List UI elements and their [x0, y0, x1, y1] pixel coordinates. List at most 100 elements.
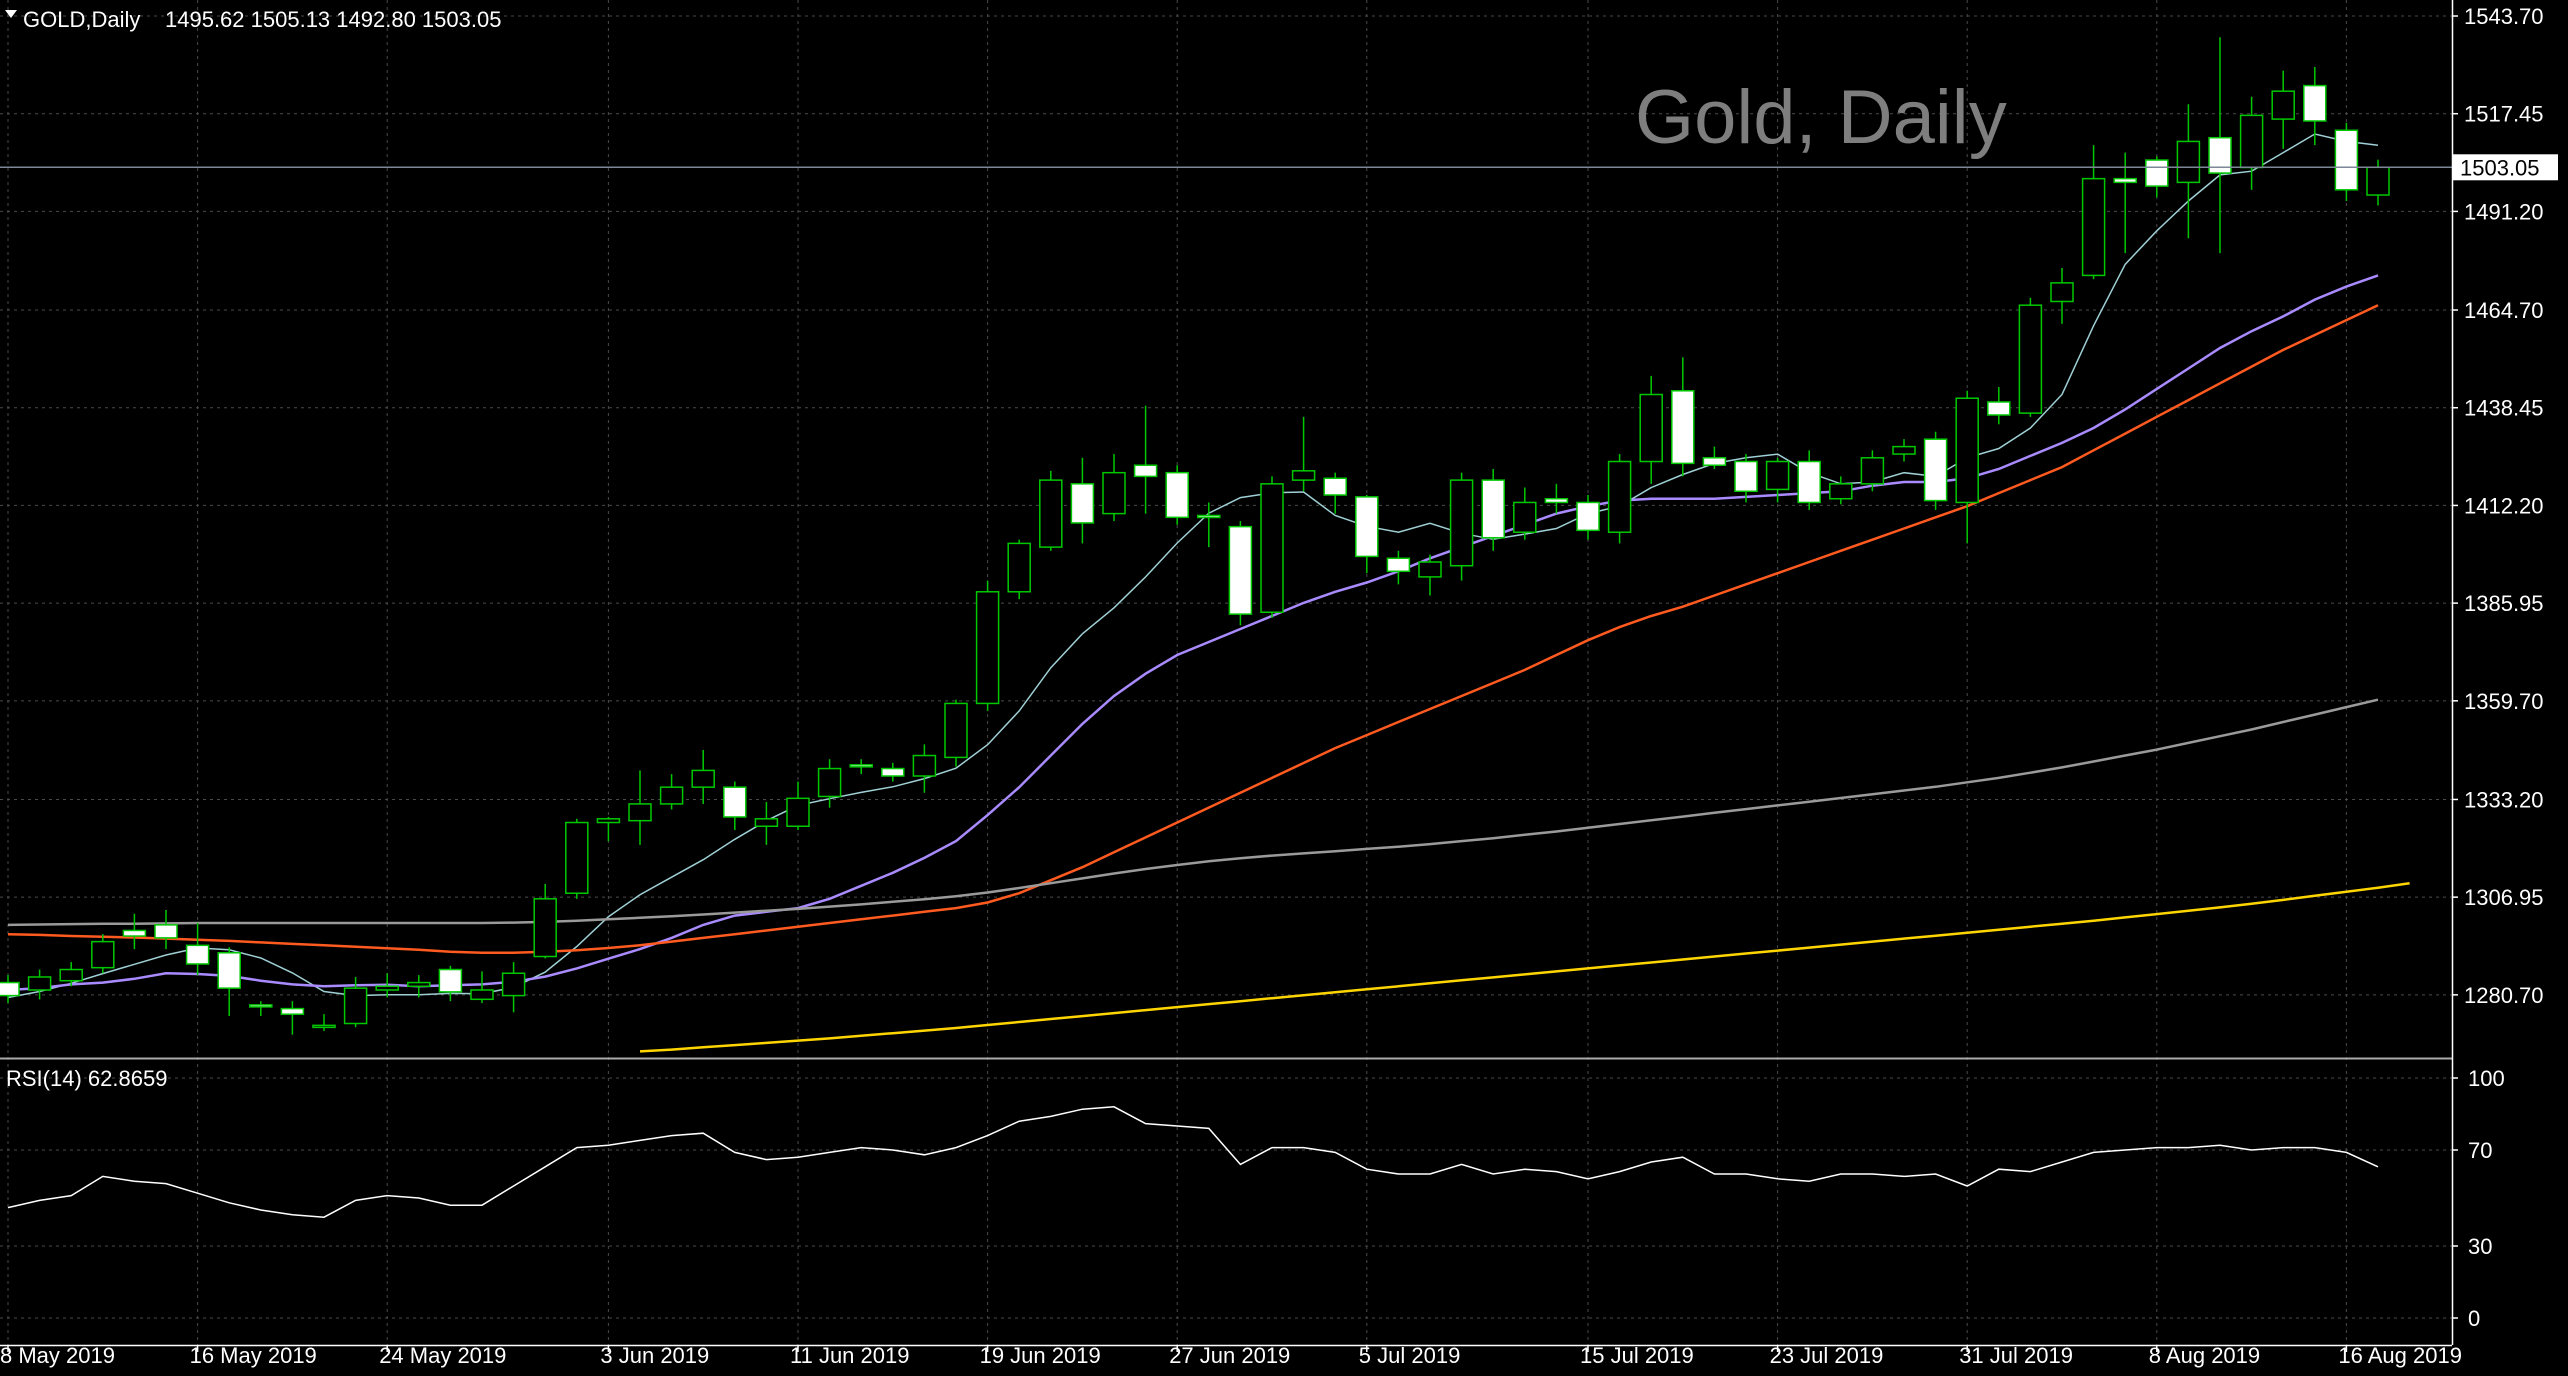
bear-candle — [723, 781, 747, 830]
bear-candle — [217, 947, 241, 1017]
bull-candle — [786, 781, 810, 830]
candle-body — [912, 754, 937, 777]
price-tick-label: 1412.20 — [2464, 493, 2544, 518]
time-tick-label: 31 Jul 2019 — [1959, 1343, 2073, 1368]
bull-candle — [533, 883, 557, 959]
time-tick-label: 16 May 2019 — [190, 1343, 317, 1368]
bull-candle — [1007, 539, 1031, 600]
candle-body — [1133, 464, 1158, 478]
bear-candle — [1323, 472, 1347, 514]
bear-candle — [249, 1001, 273, 1017]
bull-candle — [2018, 297, 2043, 417]
bull-candle — [1607, 454, 1632, 544]
candle-body — [1481, 479, 1505, 539]
candle-body — [1892, 445, 1916, 455]
bear-candle — [2334, 122, 2359, 201]
rsi-tick-label: 0 — [2468, 1306, 2480, 1331]
candle-body — [723, 786, 747, 818]
candle-body — [533, 898, 557, 958]
time-axis[interactable]: 8 May 2019 16 May 2019 24 May 2019 3 Jun 20… — [0, 1343, 2462, 1368]
candle-body — [1607, 460, 1632, 533]
bear-candle — [1228, 521, 1253, 626]
bull-candle — [596, 816, 621, 842]
candle-body — [1260, 483, 1284, 613]
bear-candle — [1386, 550, 1411, 585]
candle-body — [2366, 166, 2390, 196]
price-axis[interactable]: 1543.70 1517.45 1491.20 1464.70 1438.45 1412.… — [2452, 4, 2544, 1008]
bear-candle — [1481, 468, 1505, 551]
candle-body — [1765, 460, 1790, 491]
price-tick-label: 1491.20 — [2464, 199, 2544, 224]
time-tick-label: 24 May 2019 — [379, 1343, 506, 1368]
bear-candle — [122, 913, 147, 950]
candle-body — [754, 818, 779, 827]
bull-candle — [27, 969, 52, 1000]
bull-candle — [1291, 416, 1316, 492]
time-tick-label: 15 Jul 2019 — [1580, 1343, 1694, 1368]
bull-candle — [944, 699, 968, 767]
moving-average-line — [7, 133, 2379, 999]
candle-body — [1702, 457, 1727, 466]
bear-candle — [1671, 357, 1695, 477]
candle-body — [2145, 159, 2169, 187]
bear-candle — [1197, 502, 1221, 548]
price-tick-label: 1306.95 — [2464, 885, 2544, 910]
bull-candle — [975, 580, 1000, 711]
bear-candle — [1702, 446, 1727, 469]
bull-candle — [1449, 472, 1474, 581]
candle-body — [1418, 561, 1442, 578]
current-price-label: 1503.05 — [2460, 155, 2540, 180]
bull-candle — [407, 975, 431, 998]
rsi-tick-label: 100 — [2468, 1066, 2505, 1091]
bull-candle — [501, 962, 526, 1013]
candle-body — [1576, 501, 1600, 532]
price-tick-label: 1464.70 — [2464, 298, 2544, 323]
bear-candle — [1797, 450, 1821, 510]
bull-candle — [1260, 476, 1284, 618]
moving-averages — [7, 133, 2410, 1053]
candle-body — [1449, 479, 1474, 567]
symbol-info: GOLD,Daily — [23, 7, 140, 32]
price-tick-label: 1438.45 — [2464, 396, 2544, 421]
bull-candle — [1513, 487, 1537, 540]
candle-body — [59, 968, 83, 982]
candle-body — [470, 989, 494, 1001]
candle-body — [817, 767, 842, 798]
bull-candle — [1829, 476, 1853, 505]
candle-body — [1513, 501, 1537, 533]
current-price-marker: 1503.05 — [2452, 154, 2558, 181]
time-tick-label: 8 May 2019 — [0, 1343, 115, 1368]
bear-candle — [438, 965, 463, 1002]
price-tick-label: 1517.45 — [2464, 102, 2544, 127]
candle-body — [1829, 483, 1853, 500]
candle-body — [1228, 525, 1253, 615]
bull-candle — [754, 802, 779, 845]
candle-body — [1070, 483, 1095, 524]
bull-candle — [312, 1014, 336, 1031]
bull-candle — [343, 976, 368, 1028]
bull-candle — [1955, 390, 1979, 544]
bull-candle — [912, 744, 937, 793]
moving-average-line — [7, 304, 2379, 955]
moving-average-line — [7, 274, 2379, 992]
collapse-triangle-icon[interactable] — [5, 10, 17, 18]
bear-candle — [154, 909, 178, 950]
candle-body — [881, 767, 905, 777]
candle-body — [944, 702, 968, 759]
candle-body — [312, 1024, 336, 1029]
bear-candle — [0, 975, 20, 1004]
candle-body — [2050, 282, 2074, 303]
ohlc-values: 1495.62 1505.13 1492.80 1503.05 — [165, 7, 501, 32]
rsi-label: RSI(14) 62.8659 — [6, 1066, 167, 1091]
price-tick-label: 1359.70 — [2464, 689, 2544, 714]
candle-body — [1860, 457, 1885, 485]
bull-candle — [1102, 454, 1126, 522]
bull-candle — [1418, 554, 1442, 596]
candle-body — [343, 987, 368, 1025]
bull-candle — [59, 962, 83, 987]
time-tick-label: 19 Jun 2019 — [980, 1343, 1101, 1368]
candle-body — [1734, 460, 1758, 493]
bull-candle — [817, 759, 842, 808]
candle-body — [2334, 129, 2359, 191]
